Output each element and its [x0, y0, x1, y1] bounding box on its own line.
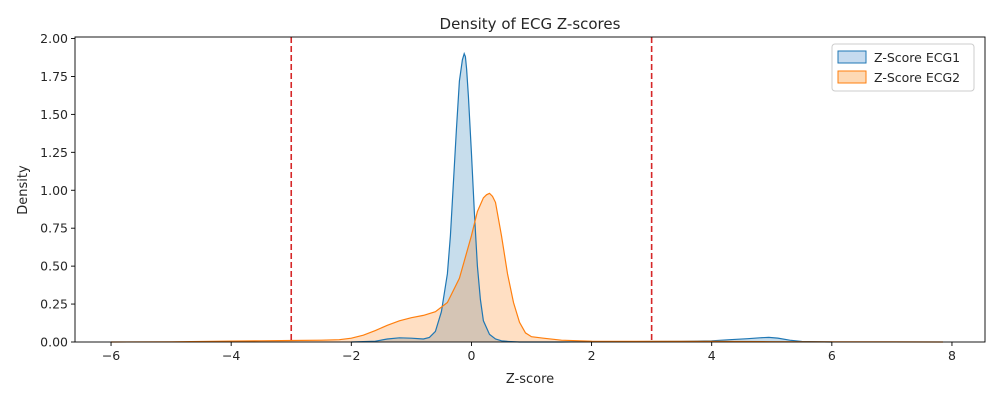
- x-tick-label: 8: [948, 348, 956, 363]
- series-areas: [111, 53, 943, 342]
- legend-swatch-1: [837, 50, 867, 64]
- x-axis-label: Z-score: [506, 372, 554, 387]
- x-tick-label: 6: [828, 348, 836, 363]
- series-1-area: [351, 53, 832, 342]
- x-tick-label: −2: [342, 348, 360, 363]
- x-tick-label: 2: [588, 348, 596, 363]
- y-tick-label: 1.50: [40, 107, 68, 122]
- y-tick-label: 0.00: [40, 335, 68, 350]
- x-tick-label: 0: [467, 348, 475, 363]
- legend-label-1: Z-Score ECG1: [874, 50, 960, 65]
- series-2-line: [110, 192, 944, 343]
- axes: −6 −4 −2 0 2 4 6 8 0.00 0.25 0.50 0.75 1.00 1.25 1.50 1…: [40, 31, 986, 363]
- x-tick-label: 4: [708, 348, 716, 363]
- plot-frame: [74, 36, 986, 343]
- y-tick-label: 1.25: [40, 145, 68, 160]
- y-tick-label: 0.25: [40, 297, 68, 312]
- reference-lines: [290, 37, 653, 342]
- series-1-line: [351, 51, 832, 343]
- legend-swatch-2: [837, 70, 867, 84]
- y-axis-label: Density: [16, 165, 31, 215]
- series-lines: [110, 51, 944, 343]
- series-2-area: [111, 193, 943, 342]
- legend: Z-Score ECG1 Z-Score ECG2: [831, 43, 975, 92]
- y-tick-label: 1.75: [40, 69, 68, 84]
- x-tick-label: −6: [102, 348, 120, 363]
- y-tick-label: 2.00: [40, 31, 68, 46]
- y-tick-label: 0.50: [40, 259, 68, 274]
- y-tick-label: 1.00: [40, 183, 68, 198]
- chart-title: Density of ECG Z-scores: [440, 15, 621, 33]
- legend-box: [831, 43, 975, 92]
- x-tick-label: −4: [222, 348, 240, 363]
- y-tick-label: 0.75: [40, 221, 68, 236]
- legend-label-2: Z-Score ECG2: [874, 70, 960, 85]
